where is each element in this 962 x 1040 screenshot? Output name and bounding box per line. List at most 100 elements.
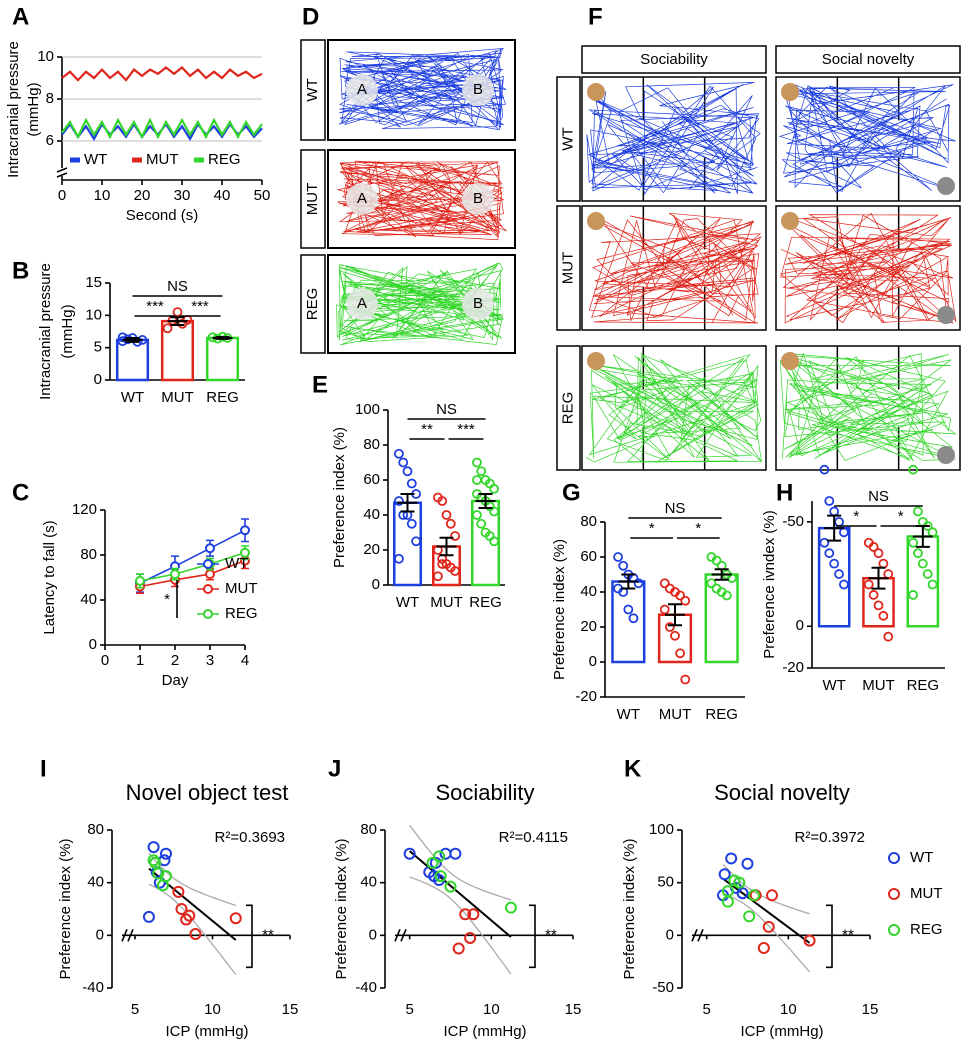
x-tick-label: REG: [206, 389, 239, 406]
significance-label: *: [649, 520, 655, 537]
zone: [462, 288, 494, 320]
point: [819, 464, 830, 475]
x-tick-label: 0: [101, 652, 109, 669]
y-axis-label: Intracranial pressure: [37, 263, 54, 400]
point: [718, 868, 731, 881]
panel-label: D: [302, 3, 319, 30]
series-line: [61, 66, 263, 82]
point: [452, 942, 465, 955]
point: [160, 847, 172, 860]
y-axis-label: Latency to fall (s): [41, 520, 58, 634]
point: [459, 908, 472, 921]
x-tick-label: 20: [134, 187, 151, 204]
column-header-box: [581, 45, 767, 74]
series-line: [61, 117, 263, 140]
y-tick-label: 120: [72, 501, 97, 518]
object: [937, 306, 955, 324]
point: [160, 870, 172, 883]
point: [205, 543, 215, 554]
y-tick-label: 0: [796, 617, 804, 634]
panel-label: I: [40, 755, 47, 782]
x-tick-label: 5: [405, 1001, 413, 1018]
y-axis-label: Preference index (%): [621, 839, 638, 980]
point: [489, 536, 499, 547]
zone-label: A: [357, 295, 367, 312]
panel-label: B: [12, 257, 29, 284]
error-bar: [167, 316, 188, 327]
bracket: [246, 904, 253, 969]
panel-label: H: [776, 479, 793, 506]
x-axis-label: Second (s): [126, 207, 199, 224]
point: [489, 506, 499, 517]
point: [878, 610, 889, 621]
row-label: REG: [559, 392, 576, 425]
bracket: [826, 904, 833, 969]
significance-label: NS: [665, 500, 686, 517]
row-label-box: [300, 39, 326, 141]
confidence-band: [409, 824, 512, 901]
zone: [346, 74, 378, 106]
object: [781, 352, 799, 370]
zone: [462, 74, 494, 106]
point: [205, 569, 215, 580]
series-line: [139, 552, 246, 582]
point: [175, 903, 188, 915]
point: [152, 867, 165, 880]
point: [476, 466, 487, 477]
point: [229, 912, 242, 925]
point: [680, 674, 691, 685]
x-tick-label: WT: [617, 706, 640, 723]
x-tick-label: REG: [705, 706, 738, 723]
confidence-band: [148, 852, 237, 907]
point: [908, 590, 918, 600]
point: [834, 569, 844, 579]
zone: [346, 288, 378, 320]
x-tick-label: MUT: [659, 706, 692, 723]
annotation: **: [842, 926, 854, 943]
point: [883, 631, 894, 642]
axis-break: [394, 929, 407, 942]
y-tick-label: 80: [580, 513, 597, 530]
x-tick-label: 30: [174, 187, 191, 204]
y-tick-label: 60: [363, 471, 380, 488]
trajectory: [338, 47, 507, 131]
point: [411, 536, 421, 547]
point: [170, 569, 180, 580]
point: [829, 506, 840, 517]
y-tick-label: 80: [87, 821, 104, 838]
legend-label: REG: [910, 921, 943, 938]
point: [464, 931, 477, 944]
significance-label: ***: [146, 298, 164, 315]
confidence-band: [409, 876, 512, 975]
point: [908, 537, 918, 548]
point: [189, 928, 202, 941]
row-label-box: [556, 205, 581, 331]
annotation: **: [262, 926, 274, 943]
legend-label: MUT: [225, 580, 258, 597]
x-tick-label: MUT: [862, 677, 895, 694]
point: [878, 558, 889, 569]
bar: [611, 580, 646, 664]
row-label: MUT: [559, 252, 576, 285]
annotation: *: [164, 591, 170, 608]
x-tick-label: 2: [171, 652, 179, 669]
x-axis-label: Day: [162, 672, 189, 689]
point: [240, 525, 250, 536]
x-tick-label: MUT: [161, 389, 194, 406]
significance-label: ***: [191, 298, 209, 315]
x-tick-label: MUT: [430, 594, 463, 611]
zone-label: B: [473, 190, 483, 207]
y-axis-label: Preference ivndex (%): [761, 510, 778, 658]
point: [398, 457, 409, 468]
zone-label: B: [473, 295, 483, 312]
y-tick-label: 8: [46, 90, 54, 107]
x-tick-label: REG: [907, 677, 940, 694]
y-tick-label: 10: [85, 306, 102, 323]
point: [863, 579, 874, 590]
y-tick-label: -20: [782, 659, 804, 676]
point: [721, 895, 734, 908]
legend-key: [203, 584, 213, 594]
point: [437, 496, 448, 506]
point: [394, 553, 404, 564]
